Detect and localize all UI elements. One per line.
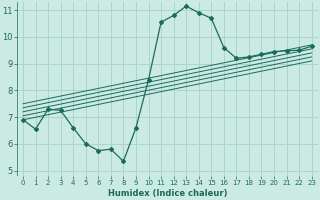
- X-axis label: Humidex (Indice chaleur): Humidex (Indice chaleur): [108, 189, 227, 198]
